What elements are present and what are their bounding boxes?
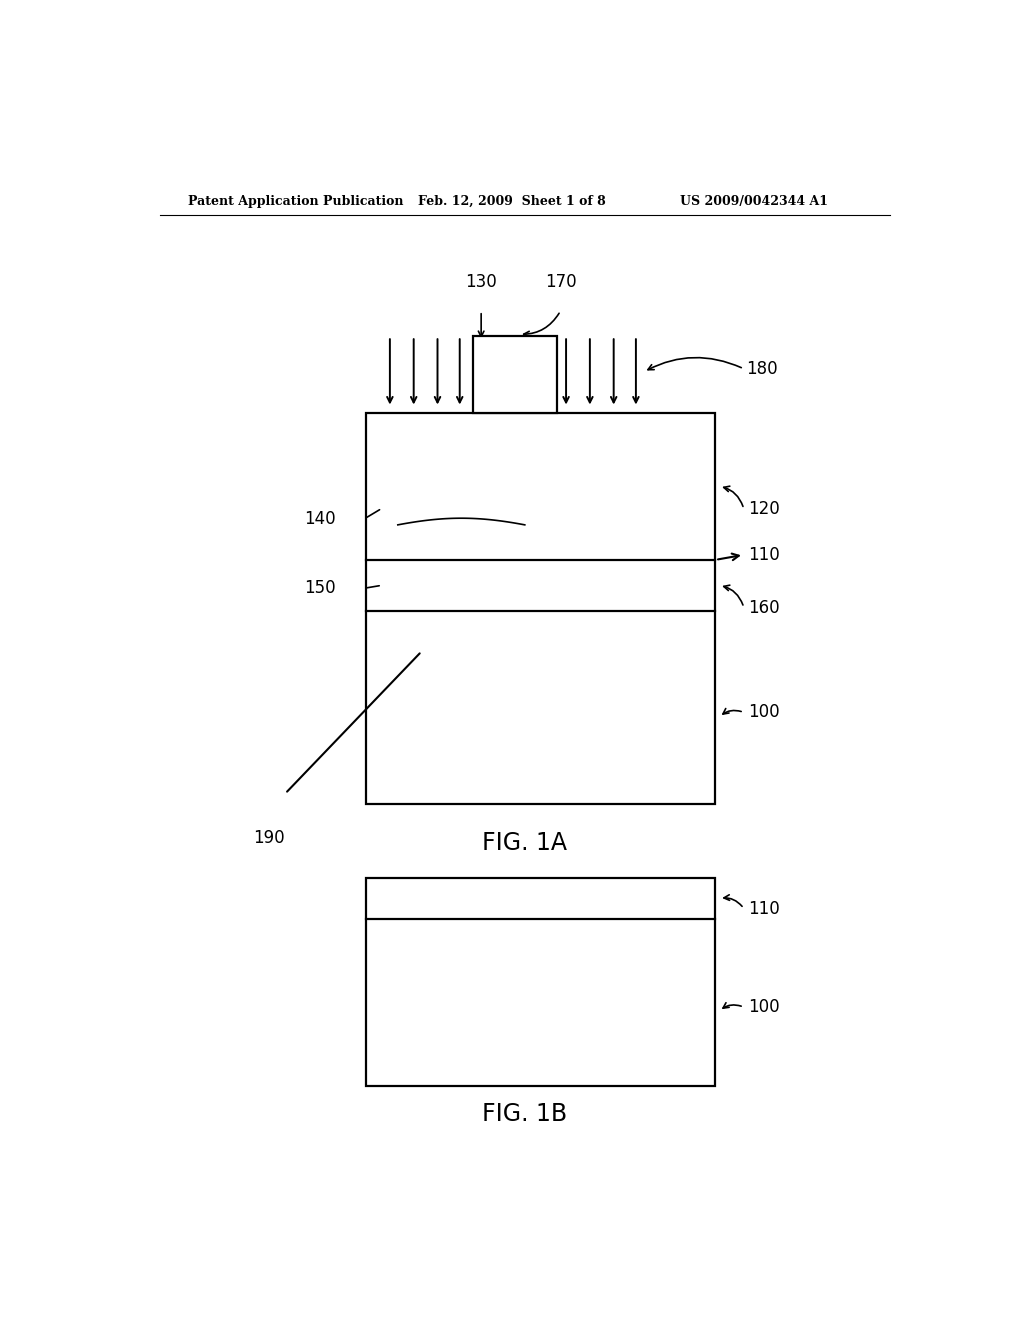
Text: 170: 170 [545,272,577,290]
Bar [473,337,557,412]
Text: 190: 190 [253,829,285,847]
Text: 120: 120 [748,500,779,517]
Bar [367,413,715,804]
Text: 130: 130 [465,272,497,290]
Text: FIG. 1B: FIG. 1B [482,1102,567,1126]
Bar [367,878,715,1086]
Text: 160: 160 [748,599,779,616]
Text: 140: 140 [304,511,336,528]
Text: Feb. 12, 2009  Sheet 1 of 8: Feb. 12, 2009 Sheet 1 of 8 [418,195,605,209]
Text: 180: 180 [746,360,778,378]
Text: Patent Application Publication: Patent Application Publication [187,195,403,209]
Text: 110: 110 [748,545,779,564]
Text: 110: 110 [748,899,779,917]
Text: US 2009/0042344 A1: US 2009/0042344 A1 [680,195,827,209]
Text: 100: 100 [748,998,779,1016]
Text: 150: 150 [304,579,336,598]
Text: 100: 100 [748,704,779,721]
Text: FIG. 1A: FIG. 1A [482,832,567,855]
